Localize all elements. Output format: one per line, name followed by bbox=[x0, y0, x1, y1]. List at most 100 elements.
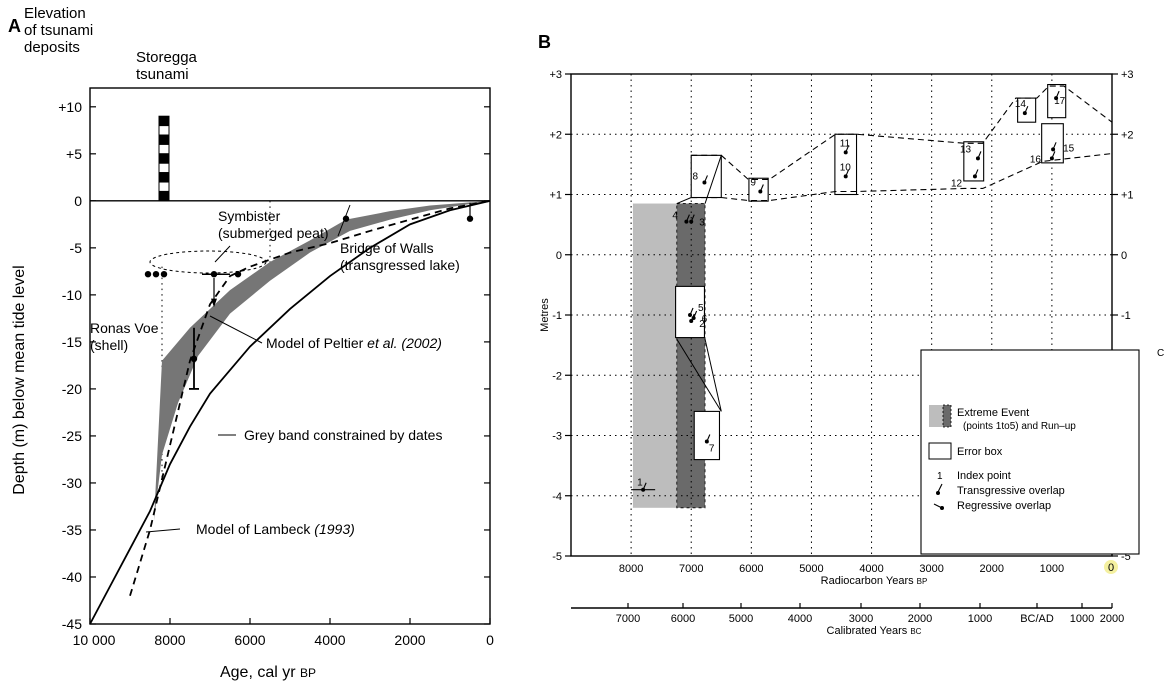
index-point-label: 9 bbox=[750, 177, 756, 188]
error-box-5 bbox=[675, 285, 705, 339]
zero-highlight: 0 bbox=[1104, 560, 1118, 574]
index-point-label: 3 bbox=[699, 218, 705, 229]
y-tick-label: -20 bbox=[62, 381, 82, 397]
index-point-label: 16 bbox=[1030, 154, 1042, 165]
peltier-label: Model of Peltier et al. (2002) bbox=[266, 335, 442, 351]
tsunami-segment bbox=[158, 190, 170, 202]
panel-b-xlabel-calibrated: Calibrated Years BC bbox=[827, 625, 922, 637]
extreme-event-bands bbox=[632, 203, 706, 509]
tsunami-segment bbox=[158, 115, 170, 127]
b-y-tick-label: +3 bbox=[549, 69, 562, 81]
transgressive-icon bbox=[936, 483, 943, 495]
index-point-3 bbox=[689, 219, 694, 224]
index-point-8 bbox=[702, 180, 707, 185]
error-box-10-11 bbox=[834, 133, 858, 196]
error-box-17 bbox=[1047, 83, 1067, 119]
b-y-tick-label: -5 bbox=[552, 551, 562, 563]
legend-extreme-light-swatch bbox=[929, 405, 943, 427]
index-point-6 bbox=[691, 316, 696, 321]
b-y-tick-label-right: 0 bbox=[1121, 250, 1127, 262]
cal-tick-label: 1000 bbox=[1070, 613, 1094, 625]
legend-error-box-icon bbox=[928, 442, 952, 460]
svg-text:0: 0 bbox=[1108, 562, 1114, 574]
legend-extreme-label-2: (points 1to5) and Run–up bbox=[963, 421, 1076, 432]
index-point-label: 15 bbox=[1063, 143, 1075, 154]
panel-a-letter: A bbox=[8, 16, 21, 36]
index-point-17 bbox=[1054, 96, 1059, 101]
index-point-4 bbox=[684, 219, 689, 224]
y-tick-label: -30 bbox=[62, 475, 82, 491]
b-y-tick-label: -2 bbox=[552, 370, 562, 382]
tsunami-segment bbox=[158, 181, 170, 192]
symbister-arrowhead bbox=[211, 298, 217, 308]
y-tick-label: -15 bbox=[62, 334, 82, 350]
legend-index-label: Index point bbox=[957, 470, 1011, 482]
x-tick-label: 6000 bbox=[234, 632, 265, 648]
y-tick-label: -40 bbox=[62, 569, 82, 585]
tsunami-segment bbox=[158, 172, 170, 183]
panel-a-ylabel: Depth (m) below mean tide level bbox=[11, 265, 28, 494]
index-point-11 bbox=[843, 150, 848, 155]
index-point-12 bbox=[972, 174, 977, 179]
index-point-15 bbox=[1051, 147, 1056, 152]
cal-tick-label: 2000 bbox=[908, 613, 932, 625]
y-tick-label: -35 bbox=[62, 522, 82, 538]
ronas-voe-label: Ronas Voe (shell) bbox=[90, 320, 159, 353]
tsunami-segment bbox=[158, 153, 170, 164]
index-point-label: 5 bbox=[698, 303, 704, 314]
index-point-label: 6 bbox=[702, 314, 708, 325]
extreme-event-light-band bbox=[632, 203, 677, 508]
index-point-label: 1 bbox=[637, 478, 643, 489]
legend-transgressive-label: Transgressive overlap bbox=[957, 485, 1065, 497]
b-y-tick-label-right: +2 bbox=[1121, 129, 1134, 141]
ronas-voe-annotation: Ronas Voe (shell) bbox=[90, 320, 159, 353]
symbister-ellipse bbox=[149, 250, 267, 274]
storegga-tsunami-bar bbox=[158, 115, 170, 202]
index-point-label: 14 bbox=[1015, 99, 1027, 110]
peltier-leader bbox=[209, 315, 263, 344]
b-y-tick-label-right: -5 bbox=[1121, 551, 1131, 563]
error-box-8 bbox=[690, 154, 722, 199]
y-tick-label: 0 bbox=[74, 193, 82, 209]
legend-extreme-label: Extreme Event bbox=[957, 407, 1029, 419]
b-x-tick-label: 1000 bbox=[1040, 563, 1064, 575]
panel-a: A Elevation of tsunami deposits Storegga ts… bbox=[8, 5, 494, 681]
funnel-line bbox=[704, 338, 722, 412]
index-point-label: 17 bbox=[1054, 96, 1066, 107]
b-y-tick-label: -4 bbox=[552, 491, 562, 503]
peltier-annotation: Model of Peltier et al. (2002) bbox=[209, 315, 442, 351]
tsunami-segment bbox=[158, 162, 170, 174]
lambeck-label: Model of Lambeck (1993) bbox=[196, 521, 355, 537]
x-tick-label: 10 000 bbox=[73, 632, 116, 648]
b-x-tick-label: 3000 bbox=[919, 563, 943, 575]
data-point bbox=[152, 270, 160, 278]
legend-extreme-dark-swatch bbox=[942, 404, 952, 428]
error-box-12-13 bbox=[963, 141, 985, 182]
b-y-tick-label-right: +1 bbox=[1121, 190, 1134, 202]
funnel-line bbox=[676, 197, 692, 204]
storegga-label: Storegga tsunami bbox=[136, 49, 198, 83]
index-point-label: 10 bbox=[840, 162, 852, 173]
index-point-14 bbox=[1022, 111, 1027, 116]
grey-band-label: Grey band constrained by dates bbox=[244, 427, 442, 443]
index-point-13 bbox=[975, 156, 980, 161]
symbister-leader bbox=[214, 245, 231, 263]
panel-b-ticks: +3+3+2+2+1+100-1-1-2-2-3-3-4-4-5-5800070… bbox=[549, 69, 1133, 625]
legend-error-box-label: Error box bbox=[957, 446, 1003, 458]
b-x-tick-label: 5000 bbox=[799, 563, 823, 575]
symbister-label: Symbister (submerged peat) bbox=[218, 208, 329, 241]
panel-a-corner-label: Elevation of tsunami deposits bbox=[24, 5, 93, 56]
lambeck-leader bbox=[145, 528, 181, 533]
cal-tick-label: 1000 bbox=[968, 613, 992, 625]
b-y-tick-label: -3 bbox=[552, 431, 562, 443]
cal-tick-label: 3000 bbox=[849, 613, 873, 625]
cal-tick-label: 5000 bbox=[729, 613, 753, 625]
y-tick-label: -5 bbox=[70, 240, 83, 256]
y-tick-label: -10 bbox=[62, 287, 82, 303]
index-point-7 bbox=[704, 439, 709, 444]
b-y-tick-label-right: +3 bbox=[1121, 69, 1134, 81]
index-point-label: 7 bbox=[709, 444, 715, 455]
b-x-tick-label: 7000 bbox=[679, 563, 703, 575]
